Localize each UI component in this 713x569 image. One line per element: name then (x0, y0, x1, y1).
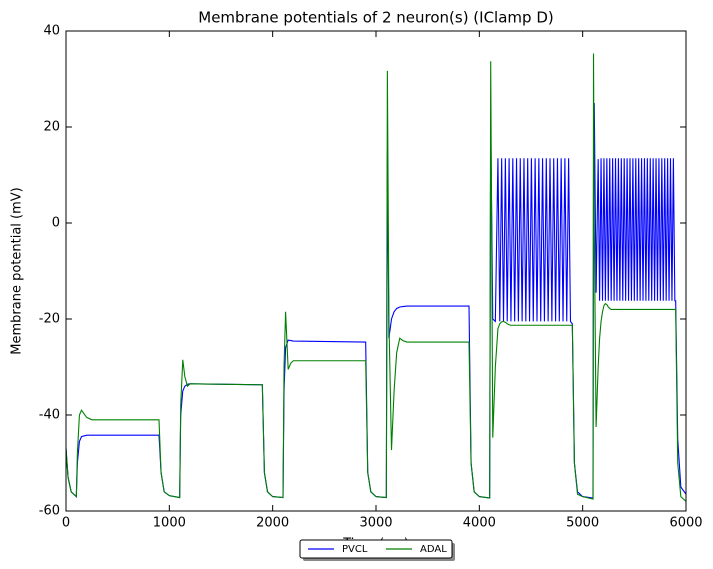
x-tick-label: 1000 (153, 516, 186, 531)
chart-title: Membrane potentials of 2 neuron(s) (ICla… (198, 9, 553, 27)
legend-label: ADAL (420, 544, 447, 555)
y-tick-label: 0 (52, 216, 60, 231)
y-tick-label: 40 (43, 24, 60, 39)
x-tick-label: 2000 (256, 516, 289, 531)
y-tick-label: -60 (39, 504, 60, 519)
x-tick-label: 5000 (566, 516, 599, 531)
y-tick-label: 20 (43, 120, 60, 135)
x-tick-label: 6000 (669, 516, 702, 531)
legend-box (299, 539, 453, 559)
y-tick-label: -20 (39, 312, 60, 327)
series-line (65, 53, 687, 502)
x-tick-label: 0 (62, 516, 70, 531)
legend-label: PVCL (342, 544, 368, 555)
y-tick-label: -40 (39, 408, 60, 423)
y-axis-label: Membrane potential (mV) (10, 187, 25, 354)
series-line (65, 102, 687, 499)
x-tick-label: 3000 (359, 516, 392, 531)
x-tick-label: 4000 (463, 516, 496, 531)
